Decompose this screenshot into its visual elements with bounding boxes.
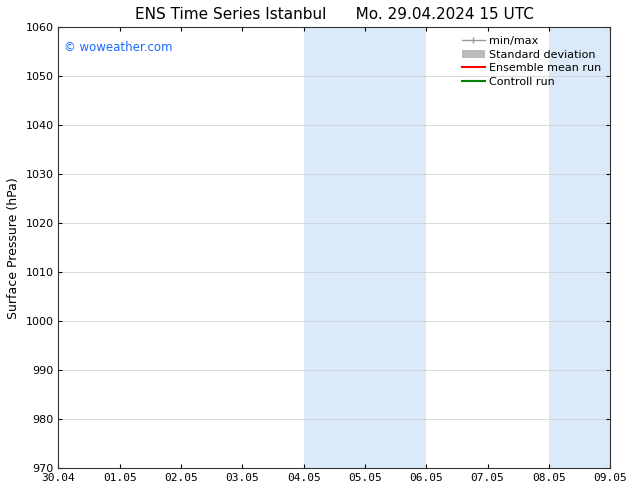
Legend: min/max, Standard deviation, Ensemble mean run, Controll run: min/max, Standard deviation, Ensemble me… [459,33,605,90]
Text: © woweather.com: © woweather.com [64,41,172,53]
Y-axis label: Surface Pressure (hPa): Surface Pressure (hPa) [7,177,20,318]
Bar [304,27,365,468]
Title: ENS Time Series Istanbul      Mo. 29.04.2024 15 UTC: ENS Time Series Istanbul Mo. 29.04.2024 … [135,7,534,22]
Bar [365,27,426,468]
Bar [549,27,610,468]
